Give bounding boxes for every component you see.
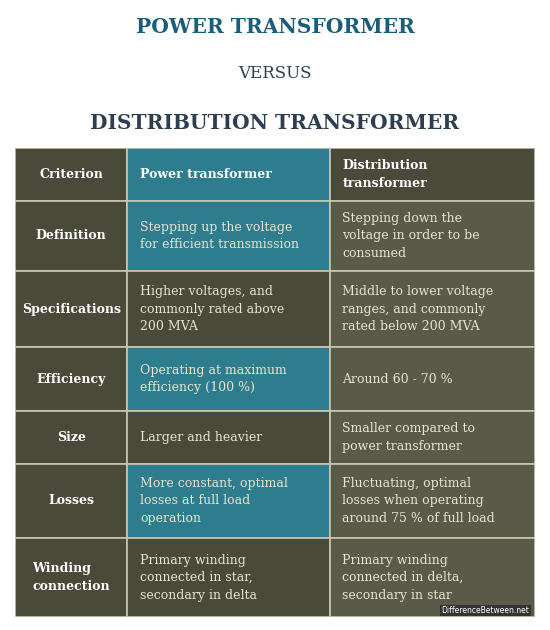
Text: POWER TRANSFORMER: POWER TRANSFORMER — [135, 18, 415, 37]
FancyBboxPatch shape — [127, 348, 329, 411]
Text: Primary winding
connected in star,
secondary in delta: Primary winding connected in star, secon… — [140, 554, 257, 602]
Text: Distribution
transformer: Distribution transformer — [343, 159, 428, 190]
FancyBboxPatch shape — [15, 537, 127, 617]
FancyBboxPatch shape — [329, 464, 535, 537]
Text: Efficiency: Efficiency — [36, 373, 106, 386]
Text: Stepping up the voltage
for efficient transmission: Stepping up the voltage for efficient tr… — [140, 220, 299, 251]
FancyBboxPatch shape — [127, 148, 329, 201]
FancyBboxPatch shape — [127, 464, 329, 537]
Text: Definition: Definition — [36, 229, 107, 243]
Text: VERSUS: VERSUS — [238, 65, 312, 82]
FancyBboxPatch shape — [329, 348, 535, 411]
Text: Losses: Losses — [48, 495, 94, 507]
FancyBboxPatch shape — [329, 148, 535, 201]
Text: Specifications: Specifications — [21, 302, 120, 316]
Text: Stepping down the
voltage in order to be
consumed: Stepping down the voltage in order to be… — [343, 212, 480, 260]
FancyBboxPatch shape — [127, 271, 329, 348]
Text: Around 60 - 70 %: Around 60 - 70 % — [343, 373, 453, 386]
Text: DISTRIBUTION TRANSFORMER: DISTRIBUTION TRANSFORMER — [90, 113, 460, 133]
Text: Middle to lower voltage
ranges, and commonly
rated below 200 MVA: Middle to lower voltage ranges, and comm… — [343, 285, 494, 333]
Text: Size: Size — [57, 431, 86, 444]
Text: Criterion: Criterion — [39, 168, 103, 181]
FancyBboxPatch shape — [329, 201, 535, 271]
Text: Primary winding
connected in delta,
secondary in star: Primary winding connected in delta, seco… — [343, 554, 464, 602]
Text: Winding
connection: Winding connection — [32, 562, 110, 593]
Text: Higher voltages, and
commonly rated above
200 MVA: Higher voltages, and commonly rated abov… — [140, 285, 284, 333]
Text: Fluctuating, optimal
losses when operating
around 75 % of full load: Fluctuating, optimal losses when operati… — [343, 477, 495, 525]
FancyBboxPatch shape — [329, 537, 535, 617]
Text: Larger and heavier: Larger and heavier — [140, 431, 262, 444]
Text: DifferenceBetween.net: DifferenceBetween.net — [442, 606, 530, 615]
Text: Operating at maximum
efficiency (100 %): Operating at maximum efficiency (100 %) — [140, 364, 287, 394]
FancyBboxPatch shape — [15, 464, 127, 537]
FancyBboxPatch shape — [127, 201, 329, 271]
FancyBboxPatch shape — [15, 148, 127, 201]
Text: More constant, optimal
losses at full load
operation: More constant, optimal losses at full lo… — [140, 477, 288, 525]
FancyBboxPatch shape — [329, 271, 535, 348]
FancyBboxPatch shape — [15, 201, 127, 271]
FancyBboxPatch shape — [127, 537, 329, 617]
FancyBboxPatch shape — [329, 411, 535, 464]
Text: Power transformer: Power transformer — [140, 168, 272, 181]
FancyBboxPatch shape — [15, 271, 127, 348]
FancyBboxPatch shape — [15, 348, 127, 411]
FancyBboxPatch shape — [15, 411, 127, 464]
FancyBboxPatch shape — [127, 411, 329, 464]
Text: Smaller compared to
power transformer: Smaller compared to power transformer — [343, 422, 476, 453]
